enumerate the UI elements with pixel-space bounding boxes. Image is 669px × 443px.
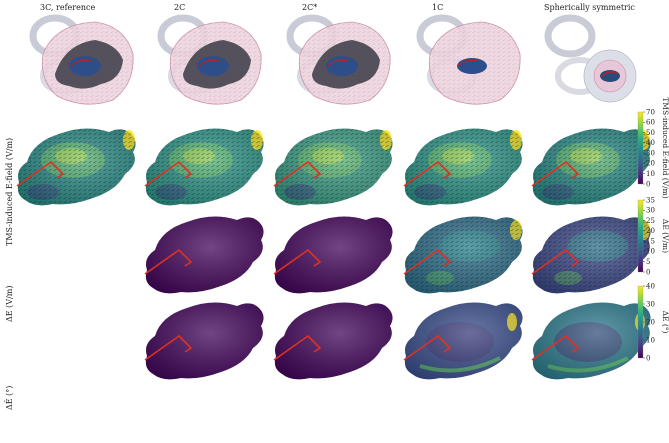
colorbar-1-tick-1: 5	[646, 258, 650, 266]
brain-panel-r2-c2	[273, 302, 393, 380]
head-model-1c-icon	[416, 14, 521, 105]
colorbar-1: 0 5 10 15 20 25 30 35 ΔE (V/m)	[637, 196, 669, 276]
column-title-2: 2C*	[302, 3, 317, 12]
brain-panel-r2-c1	[144, 302, 264, 380]
colorbar-1-tick-2: 10	[646, 248, 655, 256]
brain-panel-r0-c4	[531, 128, 651, 206]
colorbar-0-tick-2: 20	[646, 160, 655, 168]
row-label-1: ΔE (V/m)	[5, 286, 14, 322]
row-labels: TMS-induced E-field (V/m) ΔE (V/m) ΔÊ (°…	[5, 138, 14, 410]
colorbar-1-tick-7: 35	[646, 196, 655, 204]
head-model-2c-icon	[157, 14, 262, 105]
colorbar-0-tick-3: 30	[646, 149, 655, 157]
brain-panel-r1-c4	[531, 216, 651, 294]
colorbar-0-tick-7: 70	[646, 108, 655, 116]
row-label-2: ΔÊ (°)	[5, 386, 14, 410]
brain-panels	[16, 128, 651, 380]
head-model-row	[29, 14, 637, 105]
brain-panel-r0-c3	[403, 128, 523, 206]
brain-panel-r0-c2	[273, 128, 393, 206]
colorbar-2-label: ΔÊ (°)	[661, 311, 669, 334]
brain-panel-r2-c4	[531, 302, 651, 380]
head-model-3c-icon	[29, 14, 134, 105]
brain-panel-r1-c2	[273, 216, 393, 294]
colorbar-0-tick-0: 0	[646, 180, 650, 188]
column-titles: 3C, reference 2C 2C* 1C Spherically symm…	[40, 3, 635, 12]
colorbar-2-tick-2: 20	[646, 318, 655, 326]
colorbar-0-tick-4: 40	[646, 139, 655, 147]
colorbar-1-tick-0: 0	[646, 268, 650, 276]
brain-panel-r1-c1	[144, 216, 264, 294]
colorbar-1-tick-5: 25	[646, 217, 655, 225]
colorbar-1-tick-4: 20	[646, 227, 655, 235]
column-title-4: Spherically symmetric	[544, 3, 635, 12]
colorbar-2: 0 10 20 30 40 ΔÊ (°)	[637, 282, 669, 362]
brain-panel-r0-c1	[144, 128, 264, 206]
row-label-0: TMS-induced E-field (V/m)	[5, 138, 14, 246]
brain-panel-r1-c3	[403, 216, 523, 294]
colorbar-2-tick-1: 10	[646, 336, 655, 344]
column-title-0: 3C, reference	[40, 3, 95, 12]
colorbar-1-label: ΔE (V/m)	[661, 219, 669, 253]
colorbar-0-label: TMS-induced E-field (V/m)	[661, 97, 669, 198]
colorbar-2-tick-3: 30	[646, 300, 655, 308]
colorbar-0-tick-5: 50	[646, 129, 655, 137]
colorbar-1-tick-3: 15	[646, 237, 655, 245]
colorbar-0-tick-6: 60	[646, 119, 655, 127]
colorbar-2-tick-4: 40	[646, 282, 655, 290]
head-model-2c-star-icon	[286, 14, 391, 105]
column-title-3: 1C	[432, 3, 443, 12]
brain-panel-r2-c3	[403, 302, 523, 380]
column-title-1: 2C	[174, 3, 185, 12]
head-model-sphere-icon	[544, 14, 637, 103]
colorbar-0: 0 10 20 30 40 50 60 70 TMS-induced E-field (V/m)	[637, 97, 669, 199]
colorbar-0-tick-1: 10	[646, 170, 655, 178]
colorbar-2-tick-0: 0	[646, 354, 650, 362]
brain-panel-r0-c0	[16, 128, 136, 206]
colorbar-1-tick-6: 30	[646, 207, 655, 215]
